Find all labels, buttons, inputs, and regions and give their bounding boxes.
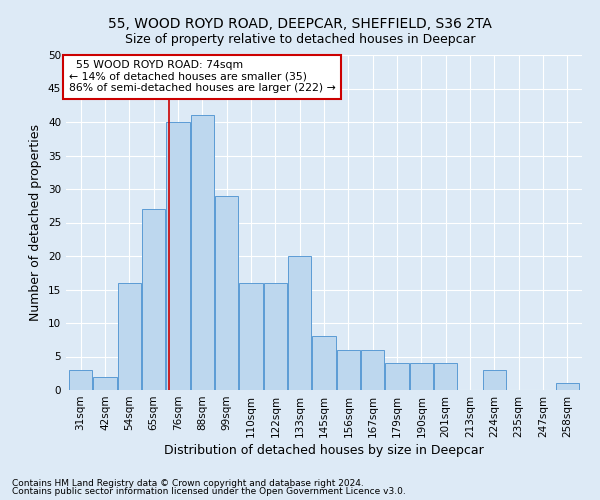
Bar bbox=[361, 350, 384, 390]
Bar bbox=[385, 363, 409, 390]
Bar bbox=[434, 363, 457, 390]
Bar bbox=[239, 283, 263, 390]
Text: 55 WOOD ROYD ROAD: 74sqm
← 14% of detached houses are smaller (35)
86% of semi-d: 55 WOOD ROYD ROAD: 74sqm ← 14% of detach… bbox=[68, 60, 335, 93]
Bar bbox=[166, 122, 190, 390]
Bar bbox=[264, 283, 287, 390]
X-axis label: Distribution of detached houses by size in Deepcar: Distribution of detached houses by size … bbox=[164, 444, 484, 457]
Text: Contains public sector information licensed under the Open Government Licence v3: Contains public sector information licen… bbox=[12, 487, 406, 496]
Bar bbox=[556, 384, 579, 390]
Bar bbox=[69, 370, 92, 390]
Bar bbox=[142, 209, 165, 390]
Bar bbox=[410, 363, 433, 390]
Bar bbox=[191, 116, 214, 390]
Bar bbox=[288, 256, 311, 390]
Bar bbox=[337, 350, 360, 390]
Text: Contains HM Land Registry data © Crown copyright and database right 2024.: Contains HM Land Registry data © Crown c… bbox=[12, 478, 364, 488]
Bar bbox=[483, 370, 506, 390]
Text: Size of property relative to detached houses in Deepcar: Size of property relative to detached ho… bbox=[125, 32, 475, 46]
Bar bbox=[215, 196, 238, 390]
Bar bbox=[118, 283, 141, 390]
Y-axis label: Number of detached properties: Number of detached properties bbox=[29, 124, 43, 321]
Bar bbox=[94, 376, 116, 390]
Bar bbox=[313, 336, 335, 390]
Text: 55, WOOD ROYD ROAD, DEEPCAR, SHEFFIELD, S36 2TA: 55, WOOD ROYD ROAD, DEEPCAR, SHEFFIELD, … bbox=[108, 18, 492, 32]
